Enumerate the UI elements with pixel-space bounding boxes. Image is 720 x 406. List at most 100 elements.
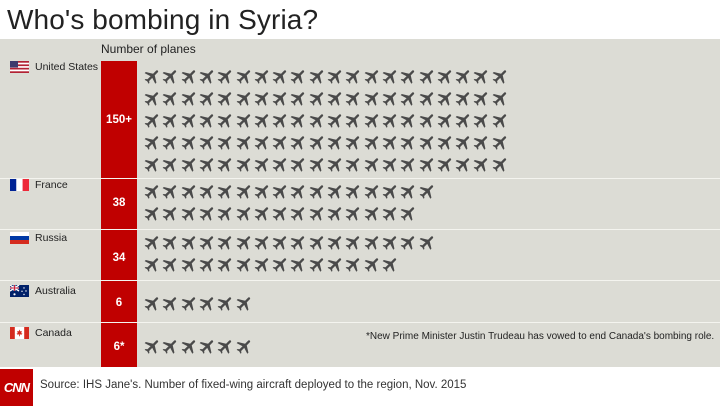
plane-icon bbox=[161, 67, 180, 86]
plane-icon bbox=[363, 233, 382, 252]
plane-icon bbox=[289, 155, 308, 174]
plane-icon bbox=[161, 182, 180, 201]
plane-icon bbox=[436, 155, 455, 174]
units-label: Number of planes bbox=[101, 42, 196, 56]
plane-icon bbox=[253, 204, 272, 223]
plane-icon bbox=[454, 155, 473, 174]
footer bbox=[0, 367, 720, 406]
plane-icon bbox=[363, 111, 382, 130]
france-flag-icon bbox=[10, 179, 29, 191]
australia-flag-icon bbox=[9, 284, 29, 297]
plane-icon bbox=[381, 255, 400, 274]
plane-icon bbox=[161, 255, 180, 274]
plane-icon bbox=[399, 233, 418, 252]
plane-icon bbox=[235, 204, 254, 223]
plane-icon bbox=[344, 111, 363, 130]
plane-icon bbox=[436, 89, 455, 108]
plane-icon bbox=[216, 337, 235, 356]
plane-icon bbox=[491, 89, 510, 108]
plane-icon bbox=[198, 89, 217, 108]
plane-icon bbox=[180, 337, 199, 356]
plane-icon bbox=[418, 182, 437, 201]
plane-icon bbox=[235, 111, 254, 130]
plane-icon bbox=[381, 182, 400, 201]
plane-icon bbox=[326, 182, 345, 201]
plane-icon bbox=[180, 233, 199, 252]
plane-icon bbox=[253, 233, 272, 252]
plane-icon bbox=[235, 233, 254, 252]
plane-icon bbox=[289, 67, 308, 86]
plane-icon bbox=[271, 111, 290, 130]
plane-icon bbox=[198, 255, 217, 274]
plane-icon bbox=[418, 233, 437, 252]
plane-icon bbox=[180, 255, 199, 274]
plane-icon bbox=[198, 133, 217, 152]
bar-australia bbox=[101, 281, 137, 322]
plane-icon bbox=[418, 111, 437, 130]
plane-icon bbox=[180, 155, 199, 174]
plane-icon bbox=[143, 67, 162, 86]
plane-icon bbox=[418, 133, 437, 152]
footnote: *New Prime Minister Justin Trudeau has v… bbox=[366, 331, 715, 342]
cnn-logo: CNN bbox=[0, 369, 33, 406]
plane-icon bbox=[454, 67, 473, 86]
plane-icon bbox=[418, 89, 437, 108]
plane-icon bbox=[326, 133, 345, 152]
plane-icon bbox=[289, 133, 308, 152]
plane-icon bbox=[235, 337, 254, 356]
bar-russia bbox=[101, 230, 137, 280]
plane-icon bbox=[271, 255, 290, 274]
plane-icon bbox=[143, 294, 162, 313]
plane-icon bbox=[180, 89, 199, 108]
plane-icon bbox=[253, 133, 272, 152]
plane-icon bbox=[161, 89, 180, 108]
value-label-russia: 34 bbox=[112, 252, 126, 264]
plane-icon bbox=[399, 133, 418, 152]
plane-icon bbox=[436, 111, 455, 130]
plane-icon bbox=[399, 67, 418, 86]
plane-icon bbox=[491, 67, 510, 86]
plane-icon bbox=[363, 155, 382, 174]
plane-icon bbox=[308, 204, 327, 223]
plane-icon bbox=[399, 204, 418, 223]
plane-icon bbox=[344, 255, 363, 274]
plane-icon bbox=[216, 255, 235, 274]
plane-icon bbox=[271, 133, 290, 152]
plane-icon bbox=[143, 255, 162, 274]
plane-icon bbox=[216, 294, 235, 313]
plane-icon bbox=[289, 204, 308, 223]
plane-icon bbox=[216, 133, 235, 152]
plane-icon bbox=[308, 255, 327, 274]
plane-icon bbox=[143, 133, 162, 152]
plane-icon bbox=[143, 89, 162, 108]
plane-icon bbox=[289, 111, 308, 130]
plane-icon bbox=[363, 89, 382, 108]
plane-icon bbox=[436, 67, 455, 86]
plane-icon bbox=[363, 67, 382, 86]
plane-icon bbox=[271, 89, 290, 108]
plane-icon bbox=[326, 233, 345, 252]
value-label-united-states: 150+ bbox=[106, 114, 132, 126]
plane-icon bbox=[253, 111, 272, 130]
plane-icon bbox=[289, 255, 308, 274]
country-name: United States bbox=[35, 61, 99, 73]
plane-icon bbox=[161, 204, 180, 223]
plane-icon bbox=[198, 337, 217, 356]
plane-icon bbox=[253, 89, 272, 108]
plane-icon bbox=[418, 155, 437, 174]
plane-icon bbox=[235, 255, 254, 274]
plane-icon bbox=[180, 133, 199, 152]
plane-icon bbox=[344, 182, 363, 201]
plane-icon bbox=[143, 155, 162, 174]
plane-icon bbox=[198, 294, 217, 313]
plane-icon bbox=[271, 204, 290, 223]
plane-icon bbox=[143, 233, 162, 252]
plane-icon bbox=[161, 111, 180, 130]
plane-icon bbox=[381, 233, 400, 252]
plane-icon bbox=[344, 67, 363, 86]
bar-canada bbox=[101, 323, 137, 367]
country-label-united-states: United States bbox=[10, 61, 98, 73]
row-divider bbox=[0, 178, 720, 179]
plane-icon bbox=[363, 204, 382, 223]
plane-icon bbox=[289, 89, 308, 108]
